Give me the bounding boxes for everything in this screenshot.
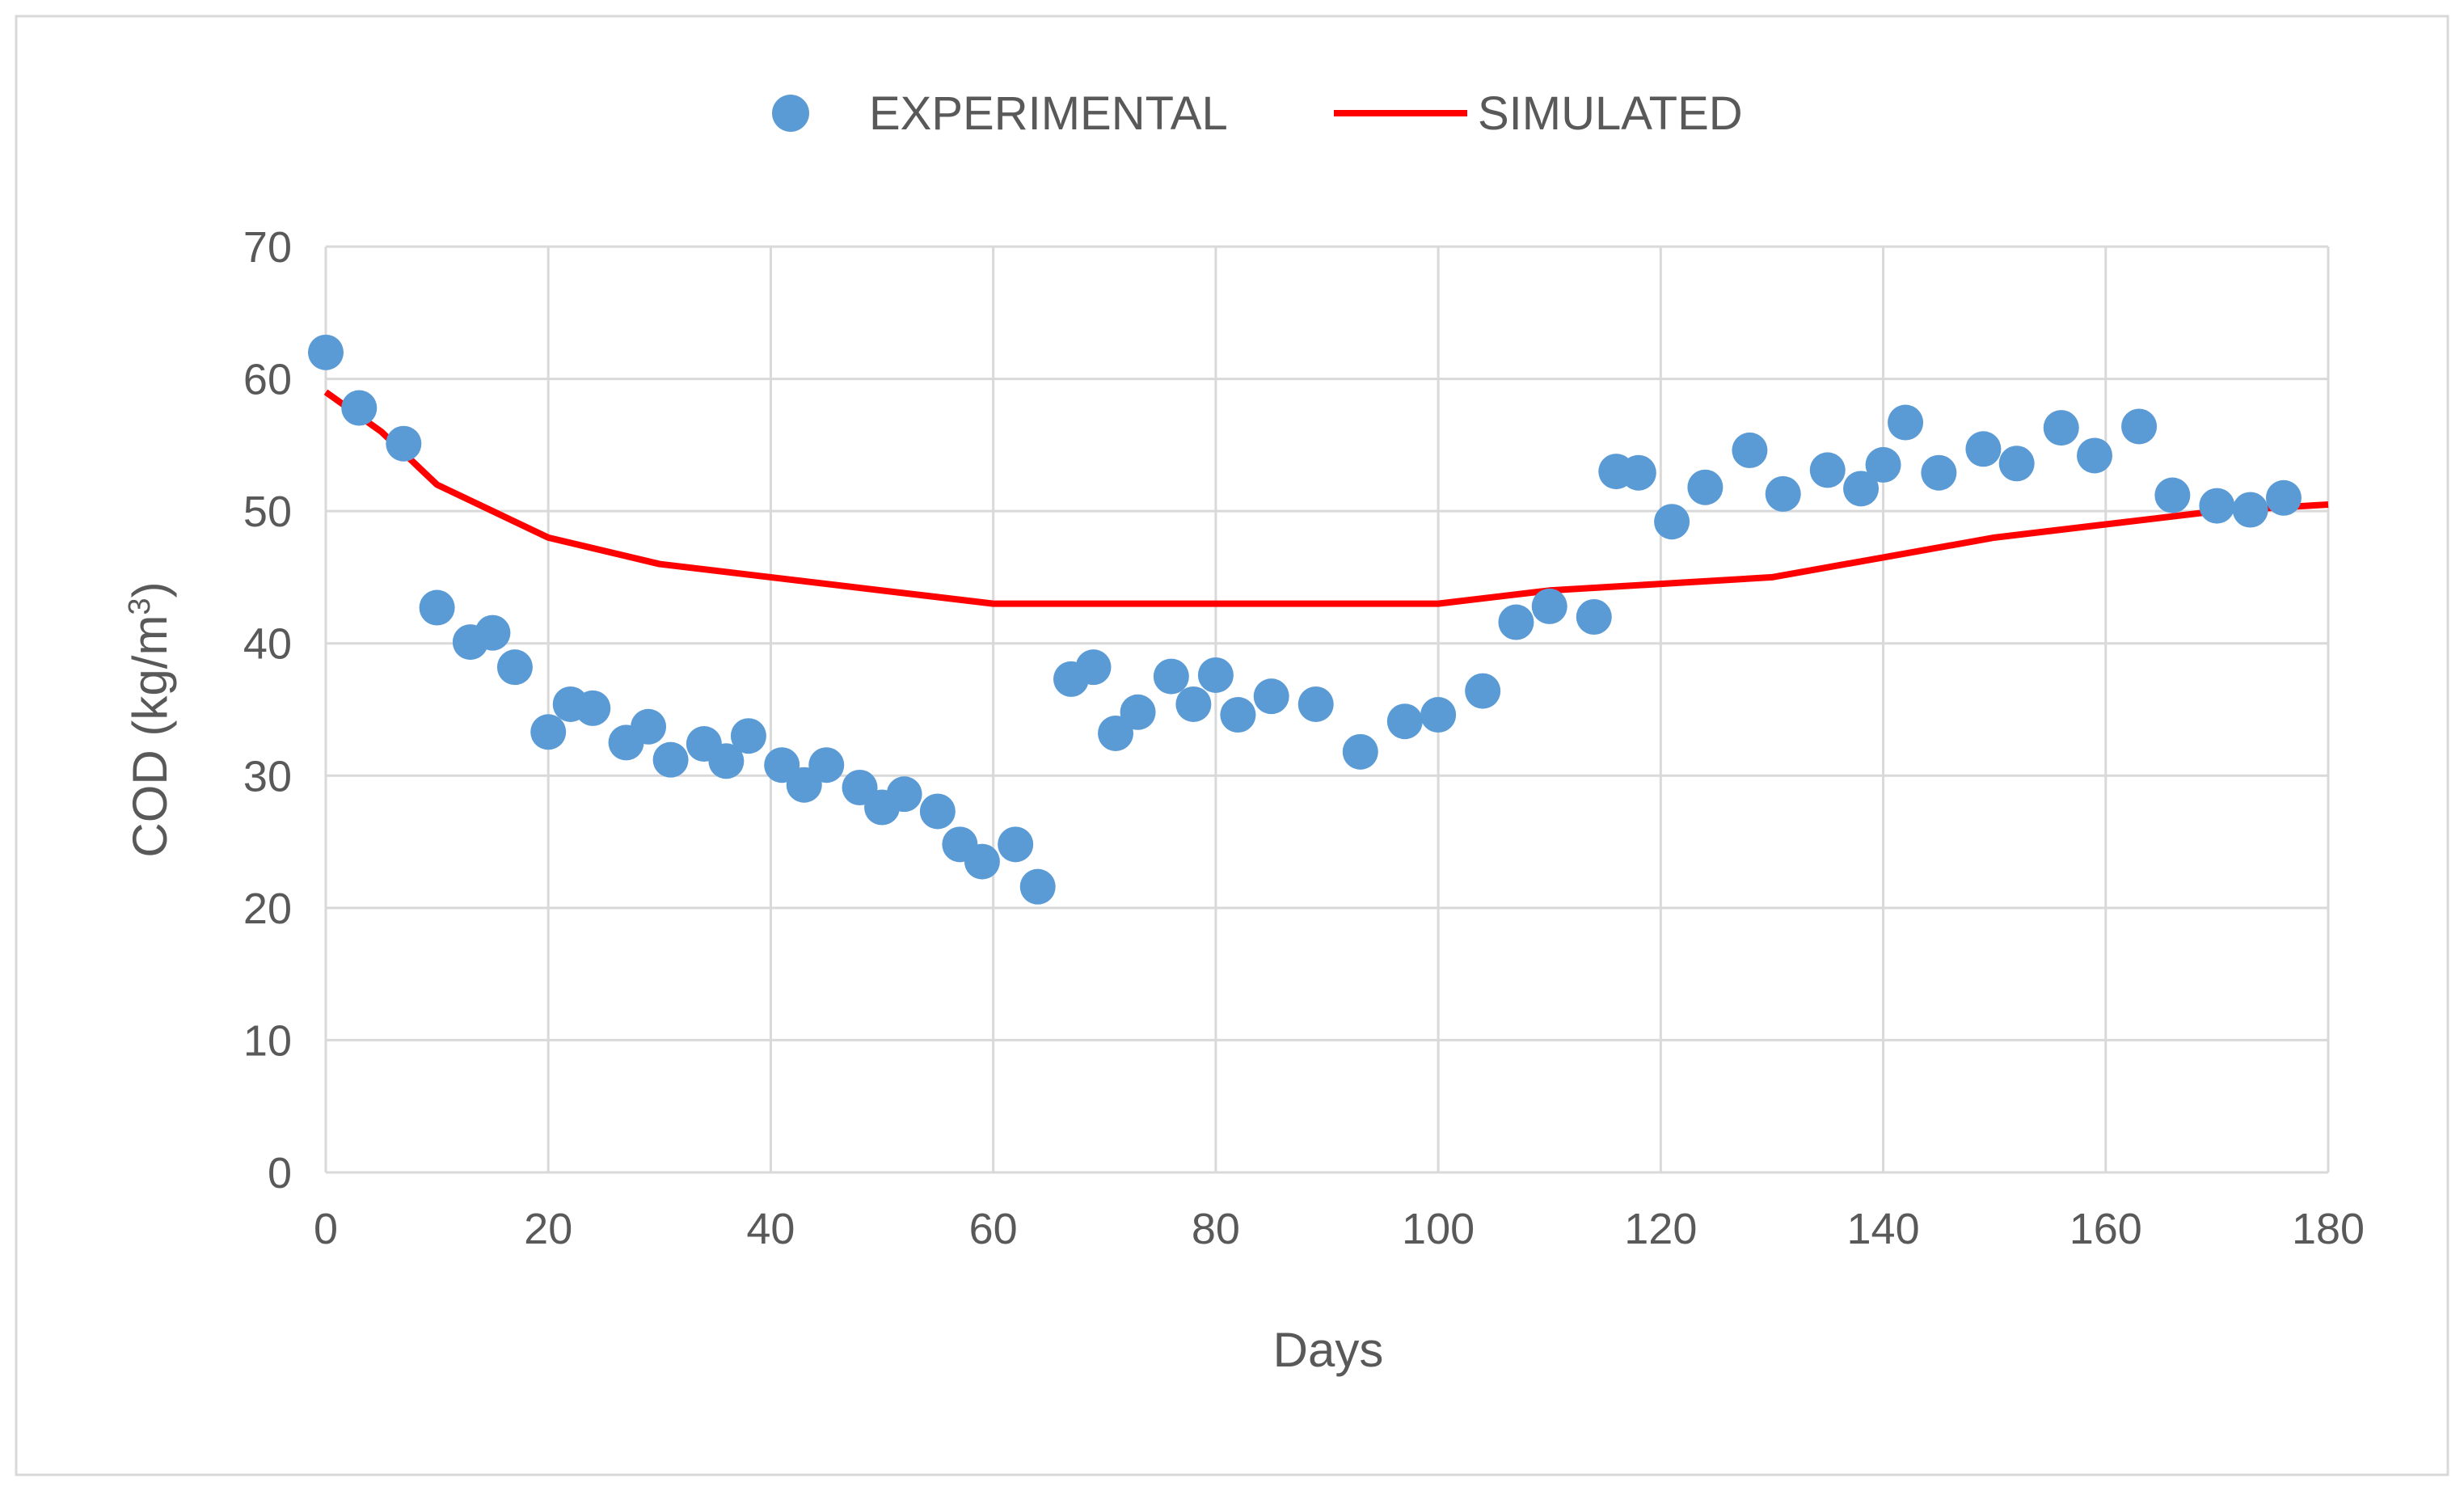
legend: EXPERIMENTAL SIMULATED	[772, 87, 1743, 140]
experimental-point	[652, 741, 689, 778]
experimental-point	[419, 589, 455, 626]
experimental-point	[1888, 404, 1924, 441]
experimental-point	[919, 793, 956, 830]
experimental-point	[2232, 492, 2268, 528]
experimental-point	[341, 390, 378, 426]
y-tick-label: 60	[243, 356, 292, 404]
chart-border	[15, 15, 2449, 1476]
experimental-point	[1843, 471, 1880, 507]
experimental-point	[1098, 715, 1134, 751]
legend-simulated-label: SIMULATED	[1478, 87, 1743, 140]
experimental-point	[308, 334, 344, 370]
x-tick-label: 100	[1402, 1205, 1475, 1253]
experimental-point	[1687, 469, 1724, 505]
x-tick-label: 180	[2292, 1205, 2365, 1253]
experimental-point	[575, 690, 611, 726]
experimental-point	[708, 743, 745, 779]
experimental-point	[1654, 504, 1690, 540]
experimental-point	[631, 708, 667, 745]
experimental-point	[2265, 479, 2302, 516]
experimental-point	[1153, 658, 1189, 695]
experimental-point	[1253, 678, 1289, 715]
experimental-point	[1075, 649, 1112, 686]
y-axis-title-superscript: 3	[123, 598, 157, 615]
y-tick-label: 0	[268, 1149, 292, 1197]
experimental-point	[2121, 408, 2158, 445]
y-tick-label: 70	[243, 223, 292, 272]
experimental-point	[964, 843, 1000, 880]
experimental-point	[2043, 410, 2079, 446]
experimental-point	[1220, 697, 1256, 733]
y-axis-title-close: )	[123, 581, 177, 598]
experimental-point	[1576, 599, 1612, 635]
experimental-point	[1998, 446, 2035, 482]
x-tick-label: 80	[1192, 1205, 1240, 1253]
x-tick-label: 160	[2070, 1205, 2142, 1253]
experimental-point	[2077, 437, 2113, 474]
y-tick-label: 40	[243, 620, 292, 669]
experimental-point	[1297, 686, 1334, 722]
x-tick-label: 120	[1624, 1205, 1697, 1253]
legend-experimental-label: EXPERIMENTAL	[869, 87, 1228, 140]
y-tick-label: 10	[243, 1016, 292, 1065]
simulated-line	[323, 389, 2329, 607]
x-tick-label: 140	[1847, 1205, 1920, 1253]
experimental-point	[475, 615, 511, 651]
experimental-point	[530, 714, 567, 750]
experimental-point	[1175, 686, 1212, 722]
experimental-point	[1498, 604, 1534, 640]
experimental-point	[1342, 733, 1378, 770]
x-tick-label: 60	[969, 1205, 1018, 1253]
experimental-point	[1019, 868, 1056, 905]
experimental-point	[1921, 454, 1957, 491]
experimental-point	[1620, 454, 1656, 491]
experimental-point	[1865, 446, 1901, 483]
experimental-point	[1809, 452, 1846, 488]
x-tick-label: 0	[314, 1205, 338, 1253]
experimental-point	[386, 425, 422, 462]
y-tick-label: 30	[243, 752, 292, 800]
y-axis-title: COD (kg/m3)	[123, 581, 177, 857]
x-tick-labels: 0 20 40 60 80 100 120 140 160 180	[314, 1205, 2365, 1253]
experimental-point	[496, 649, 533, 686]
experimental-point	[1732, 432, 1768, 468]
experimental-point	[808, 747, 845, 784]
experimental-point	[1120, 694, 1156, 730]
y-tick-label: 50	[243, 488, 292, 536]
experimental-point	[886, 776, 922, 813]
experimental-point	[1197, 657, 1234, 693]
experimental-point	[2199, 488, 2235, 524]
x-axis-title: Days	[1273, 1323, 1384, 1377]
experimental-point	[998, 826, 1034, 863]
experimental-point	[1386, 703, 1423, 740]
experimental-point	[1765, 475, 1801, 512]
x-tick-label: 20	[524, 1205, 572, 1253]
series	[308, 334, 2329, 905]
experimental-point	[1531, 588, 1567, 624]
y-tick-labels: 0 10 20 30 40 50 60 70	[243, 223, 292, 1197]
y-tick-label: 20	[243, 885, 292, 933]
experimental-point	[2154, 477, 2191, 513]
experimental-point	[1420, 697, 1457, 733]
experimental-point	[1965, 431, 2002, 467]
experimental-point	[1465, 673, 1501, 709]
x-tick-label: 40	[746, 1205, 795, 1253]
legend-experimental-marker	[772, 95, 809, 132]
y-axis-title-main: COD (kg/m	[123, 615, 177, 858]
experimental-point	[730, 718, 766, 754]
